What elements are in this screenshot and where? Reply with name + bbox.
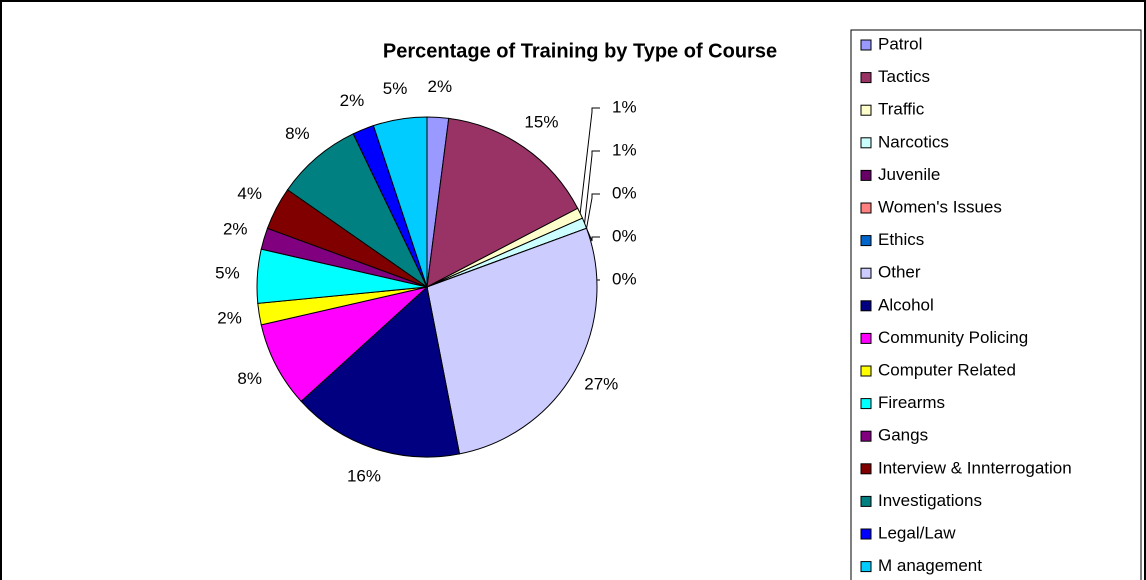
legend-box [850, 29, 1142, 580]
legend-label: Narcotics [878, 132, 949, 151]
data-label: 15% [524, 112, 558, 131]
legend-label: Alcohol [878, 295, 934, 314]
legend-swatch [860, 39, 872, 51]
legend-label: Patrol [878, 34, 922, 53]
data-label: 4% [237, 184, 262, 203]
legend-swatch [860, 463, 872, 475]
legend-swatch [860, 398, 872, 410]
data-label: 0% [612, 269, 637, 288]
data-label: 2% [340, 91, 365, 110]
data-label: 27% [584, 375, 618, 394]
data-label: 1% [612, 140, 637, 159]
legend-swatch [860, 430, 872, 442]
data-label: 2% [428, 77, 453, 96]
data-label: 8% [237, 369, 262, 388]
legend-label: Investigations [878, 491, 982, 510]
legend-swatch [860, 202, 872, 214]
legend-label: Juvenile [878, 165, 940, 184]
legend-swatch [860, 561, 872, 573]
pie-slice [286, 133, 429, 289]
pie-slice [426, 227, 598, 455]
pie-slice [300, 286, 461, 458]
data-label: 5% [383, 79, 408, 98]
leader-line [586, 193, 600, 229]
data-label: 2% [223, 220, 248, 239]
legend-swatch [860, 528, 872, 540]
legend-label: Community Policing [878, 328, 1028, 347]
legend-label: Gangs [878, 426, 928, 445]
legend-label: Ethics [878, 230, 924, 249]
legend-swatch [860, 235, 872, 247]
legend-swatch [860, 104, 872, 116]
data-label: 0% [612, 183, 637, 202]
leader-line [579, 107, 600, 214]
legend-swatch [860, 137, 872, 149]
legend-swatch [860, 332, 872, 344]
legend-label: Tactics [878, 67, 930, 86]
data-label: 8% [285, 124, 310, 143]
pie-slice [372, 116, 428, 288]
data-label: 16% [347, 466, 381, 485]
legend-label: Interview & Innterrogation [878, 458, 1072, 477]
legend-swatch [860, 169, 872, 181]
data-label: 5% [215, 264, 240, 283]
legend-label: Traffic [878, 100, 925, 119]
pie-slice [426, 117, 579, 288]
legend-swatch [860, 365, 872, 377]
data-label: 2% [217, 308, 242, 327]
chart-title: Percentage of Training by Type of Course [383, 40, 777, 62]
legend-label: Women's Issues [878, 197, 1002, 216]
legend-label: Other [878, 263, 921, 282]
data-label: 0% [612, 226, 637, 245]
leader-line [584, 150, 600, 224]
legend-label: M anagement [878, 556, 982, 575]
leader-line [586, 228, 600, 242]
legend-swatch [860, 300, 872, 312]
legend-swatch [860, 267, 872, 279]
legend-label: Legal/Law [878, 523, 956, 542]
legend-swatch [860, 72, 872, 84]
legend-swatch [860, 495, 872, 507]
legend-label: Computer Related [878, 360, 1016, 379]
data-label: 1% [612, 97, 637, 116]
legend-label: Firearms [878, 393, 945, 412]
